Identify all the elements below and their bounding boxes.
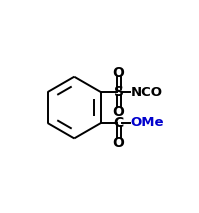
Text: NCO: NCO (131, 86, 163, 99)
Text: S: S (114, 85, 124, 99)
Text: O: O (113, 66, 125, 80)
Text: O: O (113, 105, 125, 119)
Text: O: O (113, 135, 125, 150)
Text: C: C (114, 116, 124, 130)
Text: OMe: OMe (130, 117, 164, 130)
